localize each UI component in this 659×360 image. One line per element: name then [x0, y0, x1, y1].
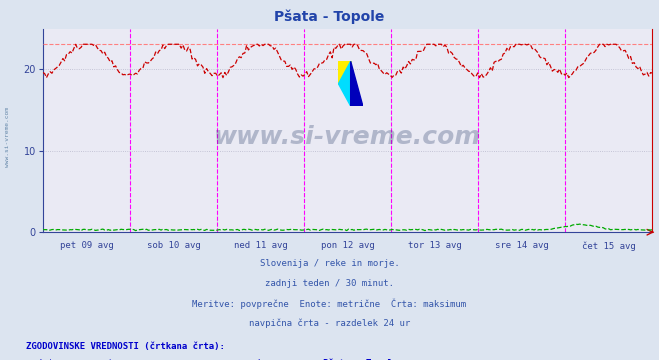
Polygon shape: [339, 61, 351, 84]
Text: Meritve: povprečne  Enote: metrične  Črta: maksimum: Meritve: povprečne Enote: metrične Črta:…: [192, 299, 467, 309]
Text: sedaj:: sedaj:: [26, 359, 59, 360]
Text: povpr.:: povpr.:: [175, 359, 212, 360]
Text: pet 09 avg: pet 09 avg: [59, 241, 113, 250]
Text: maks.:: maks.:: [247, 359, 279, 360]
Text: sre 14 avg: sre 14 avg: [495, 241, 549, 250]
Text: ZGODOVINSKE VREDNOSTI (črtkana črta):: ZGODOVINSKE VREDNOSTI (črtkana črta):: [26, 342, 225, 351]
Text: čet 15 avg: čet 15 avg: [582, 241, 636, 251]
Text: ned 11 avg: ned 11 avg: [234, 241, 287, 250]
Text: Slovenija / reke in morje.: Slovenija / reke in morje.: [260, 259, 399, 268]
Polygon shape: [339, 61, 351, 106]
Text: www.si-vreme.com: www.si-vreme.com: [214, 125, 481, 149]
Text: Pšata - Topole: Pšata - Topole: [323, 359, 398, 360]
Polygon shape: [351, 61, 363, 106]
Text: www.si-vreme.com: www.si-vreme.com: [5, 107, 11, 167]
Text: tor 13 avg: tor 13 avg: [408, 241, 461, 250]
Text: pon 12 avg: pon 12 avg: [321, 241, 374, 250]
Text: zadnji teden / 30 minut.: zadnji teden / 30 minut.: [265, 279, 394, 288]
Text: sob 10 avg: sob 10 avg: [146, 241, 200, 250]
Text: min.:: min.:: [102, 359, 129, 360]
Text: navpična črta - razdelek 24 ur: navpična črta - razdelek 24 ur: [249, 319, 410, 328]
Text: Pšata - Topole: Pšata - Topole: [274, 9, 385, 23]
